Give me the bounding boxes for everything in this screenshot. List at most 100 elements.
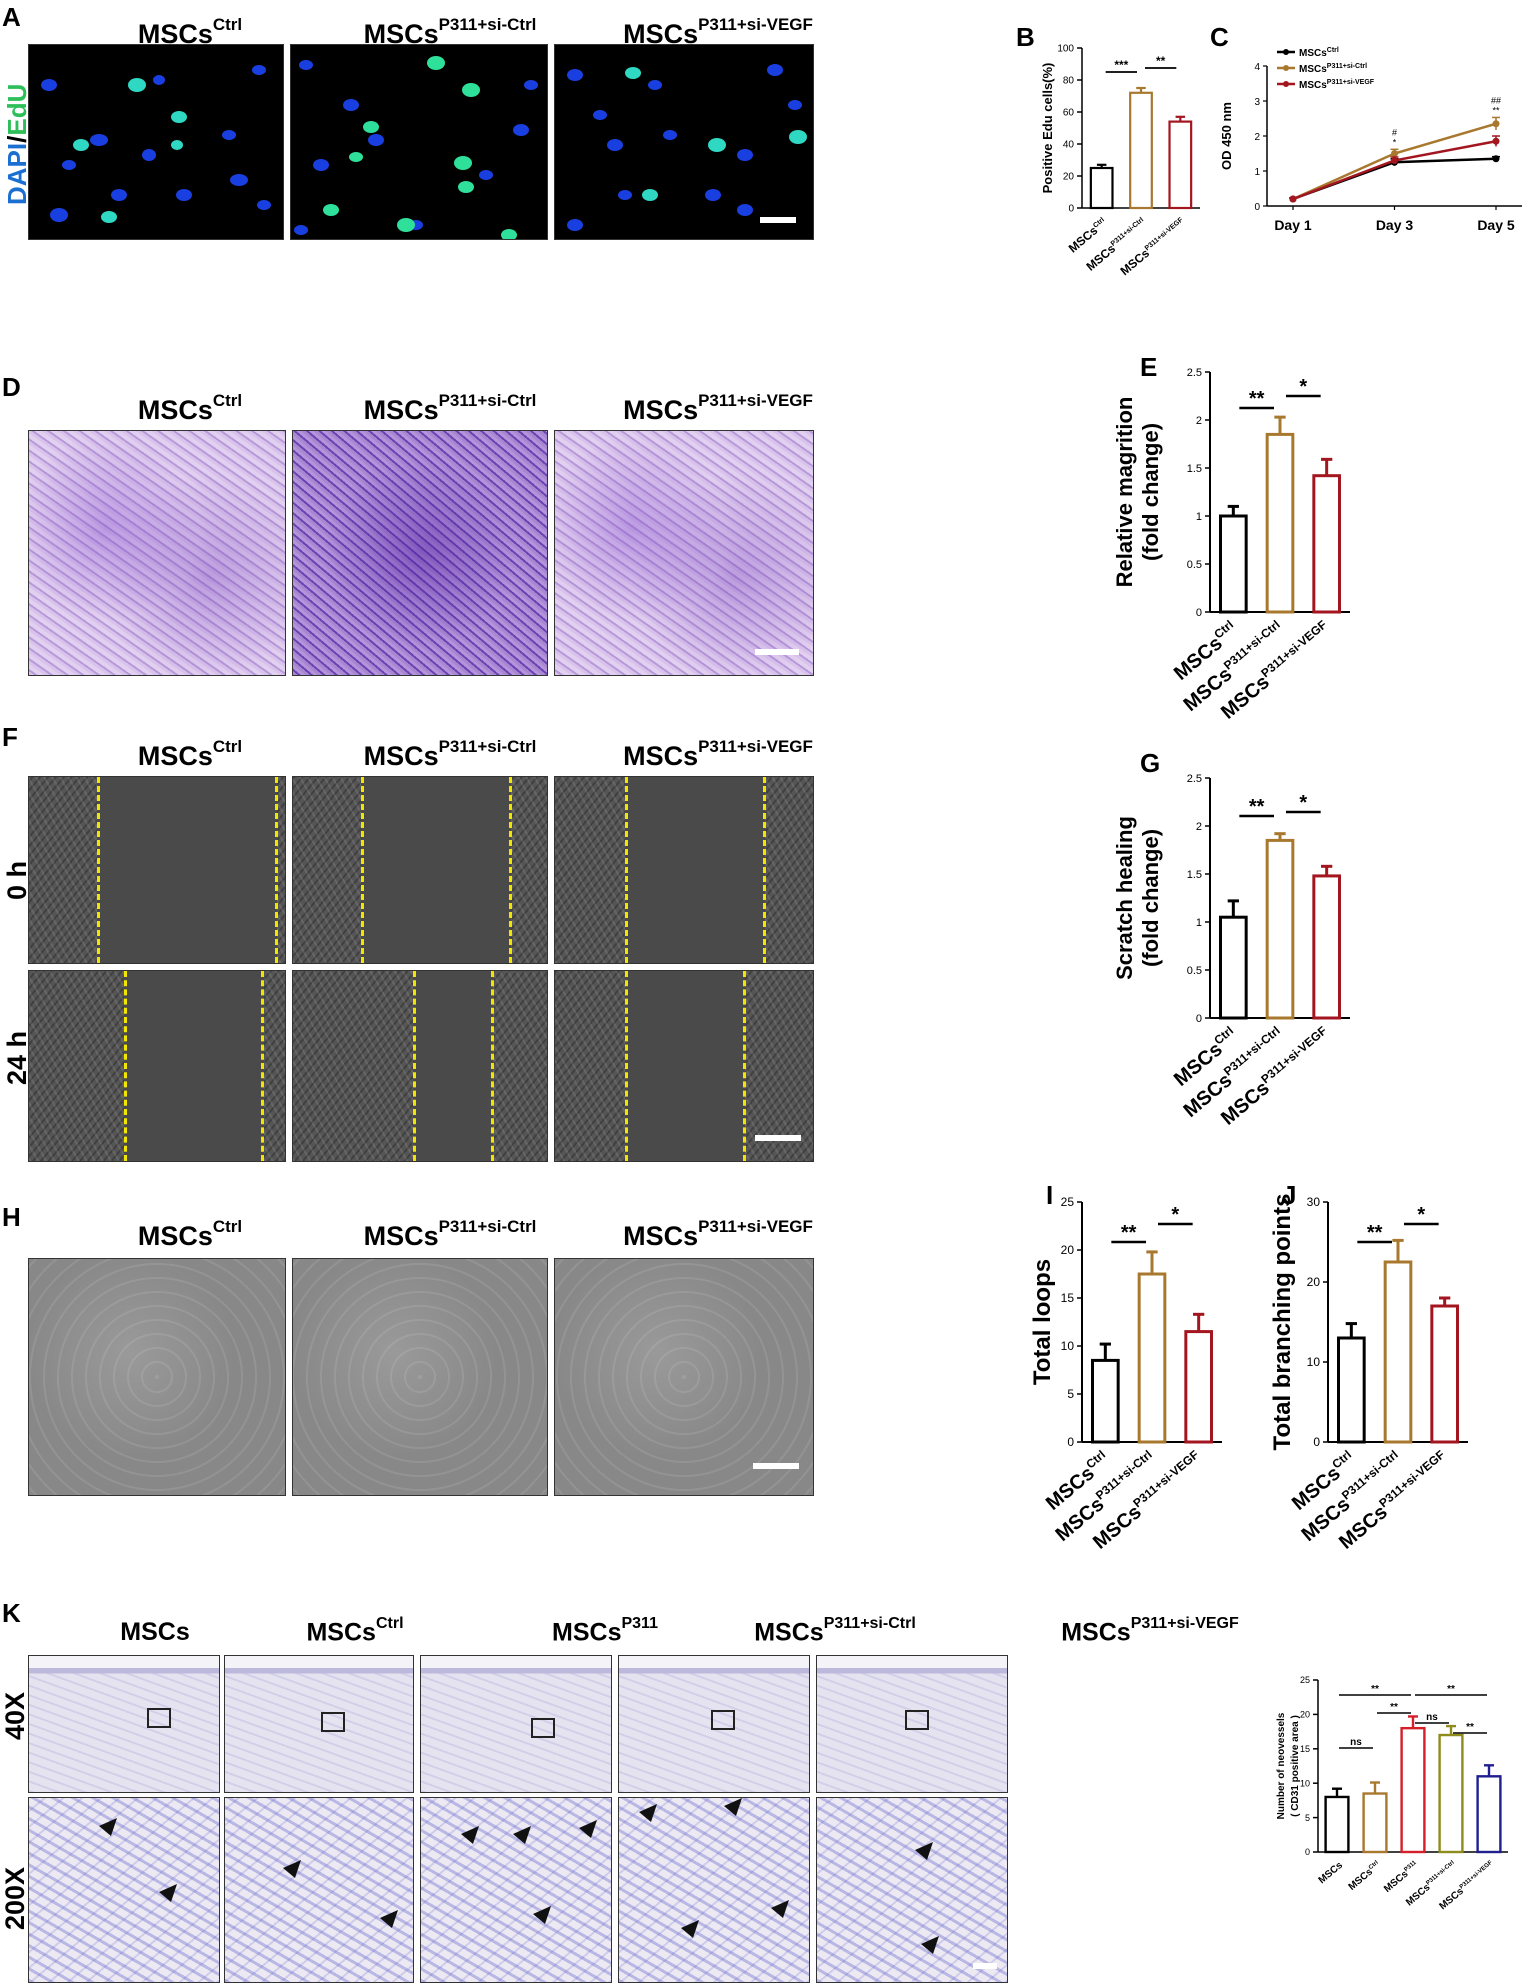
wound-edge-line [261, 971, 264, 1161]
group-title: MSCsCtrl [100, 391, 280, 426]
group-sup: Ctrl [212, 1217, 243, 1236]
group-title: MSCsP311+si-Ctrl [330, 737, 570, 772]
significance-label: ** [1447, 1684, 1455, 1695]
group-base: MSCs [552, 1618, 622, 1647]
y-axis-label: Number of neovessels [1276, 1712, 1287, 1819]
group-title: MSCsCtrl [270, 1615, 440, 1647]
y-axis-label: Scratch healing [1112, 816, 1137, 980]
group-sup: P311 [621, 1615, 658, 1632]
group-title: MSCsP311+si-Ctrl [330, 391, 570, 426]
x-tick-label: MSCs [1317, 1860, 1346, 1887]
nuclei [294, 56, 538, 239]
group-sup: P311+si-Ctrl [438, 737, 537, 756]
group-sup: P311+si-Ctrl [438, 391, 537, 410]
y-tick-label: 15 [1300, 1744, 1310, 1754]
x-tick-label: Day 1 [1274, 217, 1312, 233]
roi-box [147, 1708, 171, 1728]
group-sup: Ctrl [375, 1615, 404, 1632]
scale-bar [753, 1463, 799, 1469]
nuclei [41, 65, 271, 223]
bar [1362, 1792, 1388, 1854]
y-axis-label: ( CD31 positive area ) [1290, 1715, 1301, 1817]
y-tick-label: 0 [1254, 202, 1260, 213]
bar [1383, 1260, 1413, 1444]
y-tick-label: 2.5 [1187, 367, 1202, 379]
group-base: MSCs [363, 395, 439, 425]
group-base: MSCs [363, 741, 439, 771]
x-tick-label: Day 3 [1376, 217, 1414, 233]
panel-label-k: K [2, 1598, 21, 1628]
roi-box [905, 1710, 929, 1730]
group-base: MSCs [137, 395, 213, 425]
wound-edge-line [275, 777, 278, 963]
scratch-gap [625, 971, 745, 1161]
scratch-image-ctrl-0h [28, 776, 286, 964]
legend-label: MSCsP311+si-VEGF [1299, 79, 1375, 91]
group-base: MSCs [363, 1221, 439, 1251]
transwell-image-si-vegf [554, 430, 814, 676]
group-title: MSCsP311+si-VEGF [1000, 1615, 1300, 1647]
y-tick-label: 3 [1254, 97, 1260, 108]
wound-edge-line [625, 777, 628, 963]
bar [1129, 91, 1153, 210]
y-tick-label: 0 [1196, 1013, 1202, 1025]
group-title: MSCsP311+si-VEGF [588, 391, 848, 426]
y-axis-label: (fold change) [1138, 829, 1163, 967]
y-tick-label: 20 [1063, 172, 1075, 183]
significance-label: * [1171, 1204, 1179, 1226]
group-sup: P311+si-Ctrl [823, 1615, 916, 1632]
y-tick-label: 10 [1061, 1339, 1075, 1353]
y-tick-label: 80 [1063, 76, 1075, 87]
wound-edge-line [743, 971, 746, 1161]
chart-e: 0 0.5 1 1.5 2 2.5 Relative magrition (fold chan… [1112, 367, 1350, 724]
wound-edge-line [97, 777, 100, 963]
group-sup: P311+si-VEGF [698, 15, 813, 34]
y-tick-label: 0 [1305, 1847, 1310, 1857]
bar [1091, 1358, 1120, 1444]
panel-label-g: G [1140, 748, 1161, 778]
ihc-200x-mscs [28, 1797, 220, 1983]
bar [1337, 1336, 1366, 1444]
y-tick-label: 15 [1061, 1291, 1075, 1305]
vessel-arrows [283, 1860, 398, 1928]
group-base: MSCs [754, 1618, 824, 1647]
legend-marker [1283, 65, 1289, 71]
legend-label: MSCsCtrl [1299, 47, 1339, 59]
y-tick-label: 0.5 [1187, 559, 1202, 571]
y-tick-label: 4 [1254, 62, 1260, 73]
scale-bar [760, 217, 796, 223]
y-tick-label: 40 [1063, 140, 1075, 151]
group-sup: Ctrl [212, 15, 243, 34]
legend-marker [1283, 81, 1289, 87]
tube-image-ctrl [28, 1258, 286, 1496]
bar [1312, 474, 1341, 614]
wound-edge-line [124, 971, 127, 1161]
y-tick-label: 20 [1300, 1710, 1310, 1720]
panel-label-h: H [2, 1202, 21, 1232]
vessel-arrows [99, 1818, 177, 1902]
y-tick-label: 1.5 [1187, 463, 1202, 475]
bar [1438, 1733, 1464, 1854]
significance-label: ** [1371, 1684, 1379, 1695]
panel-label-d: D [2, 372, 21, 402]
x-tick-label: Day 5 [1477, 217, 1515, 233]
group-sup: P311+si-VEGF [1130, 1615, 1239, 1632]
data-point [1391, 150, 1398, 157]
row-label-200x: 200X [0, 1866, 30, 1930]
group-sup: P311+si-Ctrl [438, 1217, 537, 1236]
ihc-200x-ctrl [224, 1797, 414, 1983]
row-label-40x: 40X [0, 1691, 30, 1740]
y-axis-label: Positive Edu cells(%) [1040, 63, 1055, 194]
ihc-40x-p311 [420, 1655, 612, 1793]
significance-label: ** [1390, 1702, 1398, 1713]
x-tick-label: MSCsCtrl [1347, 1860, 1384, 1893]
group-sup: Ctrl [212, 737, 243, 756]
scratch-image-si-vegf-0h [554, 776, 814, 964]
y-tick-label: 0 [1313, 1435, 1320, 1449]
group-title: MSCsP311+si-Ctrl [330, 1217, 570, 1252]
bar [1430, 1304, 1459, 1444]
bar [1219, 915, 1248, 1020]
group-base: MSCs [623, 741, 699, 771]
chart-c: 0 1 2 3 4 Day 1 Day 3 Day 5 OD 450 nm MSCsCtrl MSC… [1219, 47, 1522, 233]
